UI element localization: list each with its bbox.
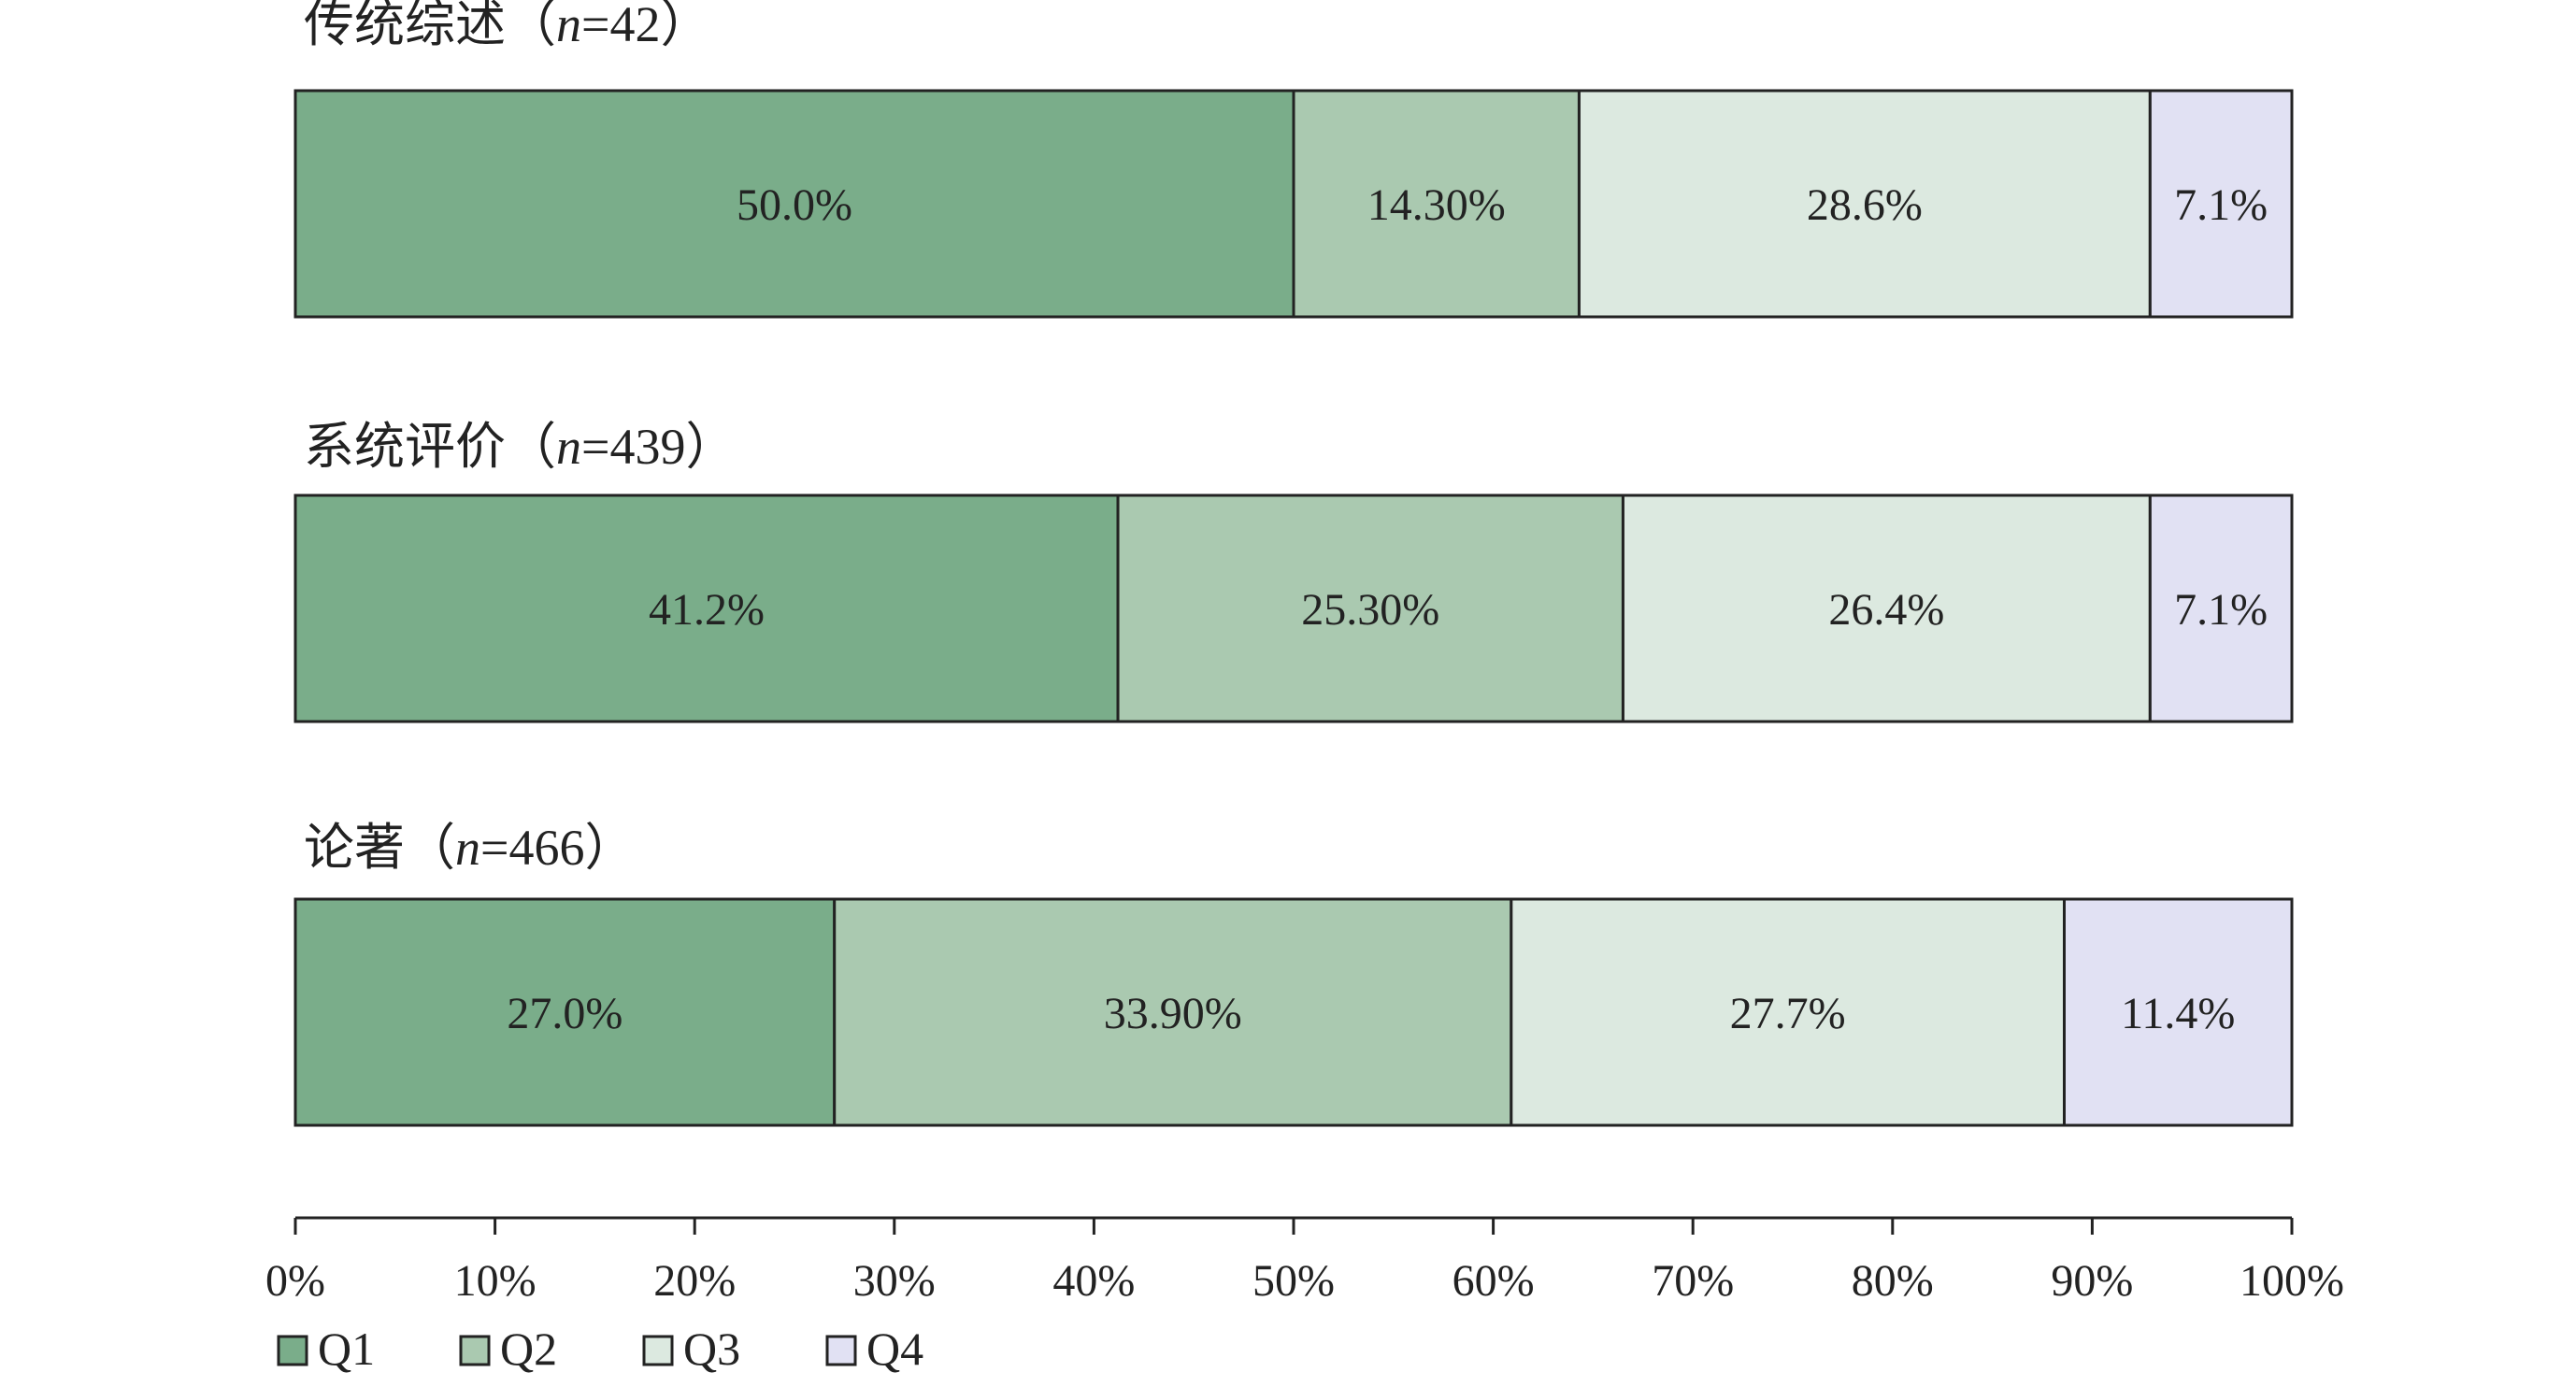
bar-segment-1-q2 xyxy=(1292,89,1581,319)
x-tick-label-2: 20% xyxy=(653,1256,736,1306)
legend-swatch-q3 xyxy=(642,1335,674,1366)
bar-segment-1-q3 xyxy=(1577,89,2152,319)
bar-segment-2-q4 xyxy=(2148,493,2294,723)
x-tick-label-8: 80% xyxy=(1852,1256,1934,1306)
legend-label-q1: Q1 xyxy=(318,1323,375,1375)
data-label-1-q3: 28.6% xyxy=(1807,180,1923,230)
bar-segment-2-q2 xyxy=(1116,493,1624,723)
legend-swatch-q2 xyxy=(459,1335,491,1366)
data-label-1-q4: 7.1% xyxy=(2174,180,2268,230)
data-label-3-q3: 27.7% xyxy=(1730,989,1846,1038)
group-label-3: 论著（n=466） xyxy=(304,820,635,876)
bar-segment-1-q4 xyxy=(2148,89,2294,319)
data-label-1-q1: 50.0% xyxy=(737,180,852,230)
x-tick-label-5: 50% xyxy=(1252,1256,1335,1306)
bar-segment-2-q3 xyxy=(1621,493,2152,723)
legend-swatch-q4 xyxy=(825,1335,857,1366)
bar-segment-3-q4 xyxy=(2062,897,2294,1127)
x-tick-label-10: 100% xyxy=(2240,1256,2344,1306)
group-label-1: 传统综述（n=42） xyxy=(304,0,710,52)
group-label-2: 系统评价（n=439） xyxy=(304,419,736,475)
x-tick-label-6: 60% xyxy=(1453,1256,1535,1306)
legend-label-q2: Q2 xyxy=(500,1323,557,1375)
data-label-2-q3: 26.4% xyxy=(1828,585,1944,635)
bar-segment-3-q2 xyxy=(833,897,1513,1127)
data-label-2-q1: 41.2% xyxy=(649,585,765,635)
x-tick-label-7: 70% xyxy=(1652,1256,1734,1306)
bar-segment-3-q1 xyxy=(293,897,837,1127)
x-tick-label-4: 40% xyxy=(1052,1256,1135,1306)
legend-label-q4: Q4 xyxy=(866,1323,923,1375)
x-tick-label-0: 0% xyxy=(265,1256,325,1306)
data-label-2-q4: 7.1% xyxy=(2174,585,2268,635)
data-label-1-q2: 14.30% xyxy=(1367,180,1506,230)
x-tick-label-3: 30% xyxy=(853,1256,936,1306)
data-label-3-q1: 27.0% xyxy=(507,989,623,1038)
x-tick-label-1: 10% xyxy=(454,1256,537,1306)
bar-segment-2-q1 xyxy=(293,493,1120,723)
bar-segment-1-q1 xyxy=(293,89,1295,319)
x-tick-label-9: 90% xyxy=(2051,1256,2133,1306)
data-label-2-q2: 25.30% xyxy=(1301,585,1439,635)
legend-swatch-q1 xyxy=(277,1335,308,1366)
data-label-3-q2: 33.90% xyxy=(1104,989,1242,1038)
legend-label-q3: Q3 xyxy=(683,1323,740,1375)
data-label-3-q4: 11.4% xyxy=(2121,989,2235,1038)
